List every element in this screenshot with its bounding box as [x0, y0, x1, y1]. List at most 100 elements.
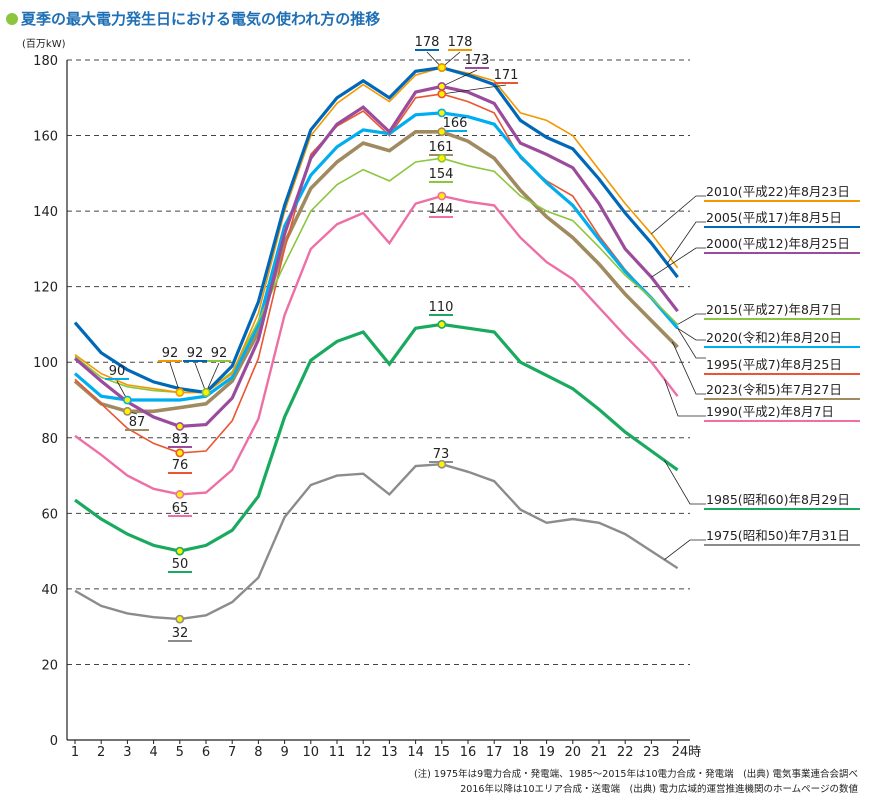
- x-tick-label: 21: [591, 745, 608, 760]
- x-tick-label: 5: [176, 745, 184, 760]
- y-tick-label: 180: [33, 54, 58, 69]
- x-tick-label: 10: [303, 745, 320, 760]
- y-tick-label: 160: [33, 130, 58, 145]
- legend-label: 1975(昭和50)年7月31日: [706, 528, 850, 543]
- data-point-marker: [437, 153, 447, 163]
- y-tick-label: 0: [50, 734, 58, 749]
- y-tick-label: 100: [33, 356, 58, 371]
- annotation-leader: [169, 362, 181, 393]
- series-line: [74, 93, 679, 454]
- series-line: [73, 84, 679, 429]
- value-label: 154: [429, 167, 454, 182]
- data-point-marker: [437, 82, 447, 91]
- x-tick-label: 4: [149, 745, 157, 760]
- value-label: 166: [443, 116, 468, 131]
- data-point-marker: [175, 448, 185, 458]
- x-tick-label: 17: [486, 745, 503, 760]
- value-label: 76: [172, 458, 189, 473]
- legend-leader-line: [664, 379, 706, 417]
- legend-label: 2010(平成22)年8月23日: [706, 184, 850, 199]
- axes: [66, 60, 690, 744]
- data-point-marker: [123, 395, 132, 405]
- series-lines: [73, 65, 679, 621]
- value-label: 92: [211, 346, 228, 361]
- value-label: 90: [109, 364, 126, 379]
- x-tick-label: 16: [460, 745, 477, 760]
- value-label: 173: [465, 53, 490, 68]
- annotation-leader: [441, 69, 478, 87]
- legend-label: 2020(令和2)年8月20日: [706, 330, 842, 345]
- legend-label: 2015(平成27)年8月7日: [706, 302, 842, 317]
- legend: 2010(平成22)年8月23日 2005(平成17)年8月5日 2000(平成12…: [704, 184, 860, 546]
- data-point-marker: [437, 89, 447, 99]
- leader-lines: [116, 51, 706, 560]
- series-line: [73, 111, 679, 402]
- data-point-marker: [175, 490, 185, 499]
- x-tick-label: 7: [228, 745, 236, 760]
- value-label: 161: [429, 140, 454, 155]
- y-tick-label: 20: [41, 658, 58, 673]
- legend-leader-line: [666, 221, 706, 264]
- legend-leader-line: [677, 313, 706, 325]
- x-tick-label: 23: [643, 745, 660, 760]
- annotated-points: 178 178 173 171 166 161 154 144 110 73 90 92 92 92 87 8…: [105, 35, 518, 642]
- title-bullet-icon: [6, 13, 18, 25]
- legend-label: 1990(平成2)年8月7日: [706, 404, 834, 419]
- legend-label: 1985(昭和60)年8月29日: [706, 492, 850, 507]
- footnotes: (注) 1975年は9電力合成・発電端、1985〜2015年は10電力合成・発電…: [414, 768, 859, 795]
- x-tick-label: 6: [202, 745, 210, 760]
- legend-label: 2023(令和5)年7月27日: [706, 382, 842, 397]
- data-point-marker: [201, 388, 211, 397]
- legend-leader-line: [664, 460, 706, 505]
- value-label: 87: [129, 415, 146, 430]
- series-line: [74, 322, 679, 553]
- legend-label: 1995(平成7)年8月25日: [706, 357, 842, 372]
- y-tick-labels: 0 20 40 60 80 100 120 140 160 180: [33, 54, 58, 749]
- gridlines: [67, 59, 690, 665]
- value-label: 50: [172, 557, 189, 572]
- series-line: [74, 462, 679, 621]
- x-tick-labels: 1 2 3 4 5 6 7 8 9 10 11 12 13 14 15 16 17 18 19 20 21 22 23 24時: [71, 745, 701, 760]
- data-point-marker: [437, 459, 447, 469]
- x-tick-label: 12: [355, 745, 372, 760]
- legend-leader-line: [671, 341, 706, 395]
- x-tick-label: 13: [381, 745, 398, 760]
- data-point-marker: [437, 63, 447, 72]
- annotation-leader: [194, 362, 207, 393]
- x-tick-label: 22: [617, 745, 634, 760]
- annotation-leader: [441, 84, 507, 95]
- series-line: [74, 66, 679, 394]
- series-line: [73, 65, 679, 395]
- x-tick-label: 24時: [672, 745, 702, 760]
- y-tick-label: 60: [41, 507, 58, 522]
- data-point-marker: [437, 108, 447, 118]
- value-label: 32: [172, 626, 189, 641]
- x-tick-label: 15: [434, 745, 451, 760]
- series-line: [73, 130, 679, 414]
- y-tick-label: 140: [33, 205, 58, 220]
- value-label: 178: [448, 35, 473, 50]
- data-point-marker: [175, 546, 185, 556]
- value-label: 83: [172, 432, 189, 447]
- data-point-marker: [437, 127, 447, 137]
- data-point-marker: [437, 320, 447, 329]
- footnote-1: (注) 1975年は9電力合成・発電端、1985〜2015年は10電力合成・発電…: [414, 768, 858, 780]
- x-tick-label: 3: [123, 745, 131, 760]
- chart-title: 夏季の最大電力発生日における電気の使われ方の推移: [20, 10, 380, 28]
- value-label: 110: [429, 300, 454, 315]
- legend-leader-line: [677, 327, 706, 341]
- legend-leader-line: [651, 195, 706, 235]
- x-tick-label: 20: [565, 745, 582, 760]
- legend-leader-line: [677, 328, 706, 359]
- x-tick-label: 19: [538, 745, 555, 760]
- footnote-2: 2016年以降は10エリア合成・送電端 (出典) 電力広域的運営推進機関のホーム…: [460, 783, 858, 795]
- y-tick-label: 120: [33, 281, 58, 296]
- y-tick-label: 80: [41, 432, 58, 447]
- x-tick-label: 11: [329, 745, 346, 760]
- value-label: 92: [162, 346, 179, 361]
- data-point-marker: [123, 406, 132, 416]
- y-axis-unit: (百万kW): [22, 38, 66, 50]
- data-point-marker: [437, 191, 447, 201]
- legend-leader-line: [651, 247, 706, 278]
